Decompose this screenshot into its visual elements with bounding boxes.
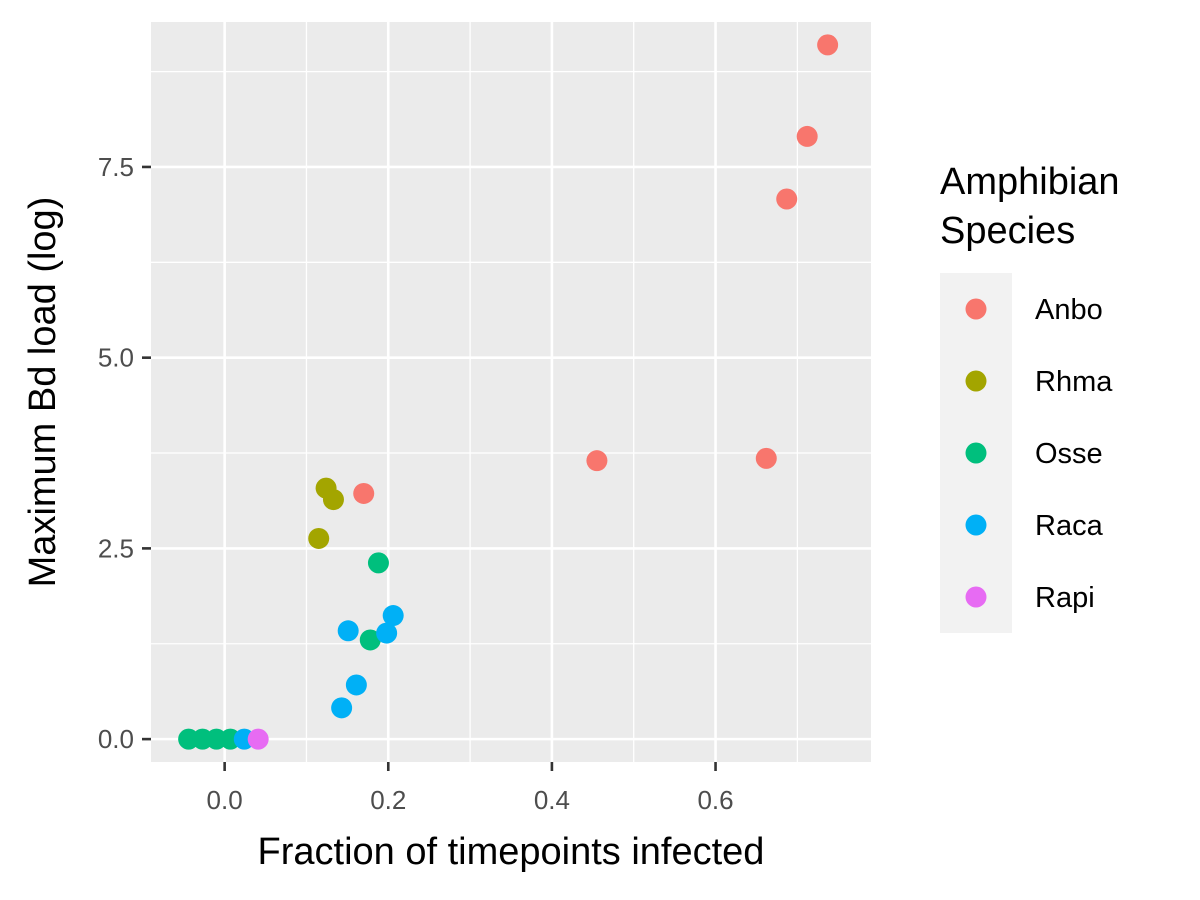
legend: Amphibian Species Anbo Rhma Osse Raca Rapi [940, 161, 1120, 633]
point-rhma [322, 489, 344, 511]
x-axis-title: Fraction of timepoints infected [258, 831, 765, 873]
y-tick-label: 0.0 [98, 724, 134, 754]
point-raca [331, 697, 353, 719]
legend-label-osse: Osse [1035, 438, 1103, 470]
point-anbo [776, 188, 798, 210]
y-axis-title: Maximum Bd load (log) [22, 197, 64, 588]
point-anbo [817, 34, 839, 56]
x-axis: 0.0 0.2 0.4 0.6 [207, 762, 734, 815]
point-raca [376, 622, 398, 644]
point-raca [382, 605, 404, 627]
legend-label-rhma: Rhma [1035, 366, 1113, 398]
point-anbo [353, 482, 375, 504]
y-tick-label: 5.0 [98, 343, 134, 373]
legend-items: Anbo Rhma Osse Raca Rapi [965, 294, 1113, 614]
point-osse [359, 629, 381, 651]
legend-key-rapi [965, 586, 987, 608]
minor-gridlines [151, 22, 871, 762]
legend-title-line-2: Species [940, 210, 1075, 252]
y-axis: 0.0 2.5 5.0 7.5 [98, 152, 151, 754]
x-tick-label: 0.2 [370, 785, 406, 815]
point-rhma [308, 527, 330, 549]
point-anbo [586, 450, 608, 472]
legend-label-rapi: Rapi [1035, 582, 1095, 614]
x-tick-label: 0.0 [207, 785, 243, 815]
point-anbo [796, 125, 818, 147]
data-points [178, 34, 839, 750]
point-raca [345, 674, 367, 696]
plot-panel [151, 22, 871, 762]
legend-key-raca [965, 514, 987, 536]
y-tick-label: 2.5 [98, 533, 134, 563]
legend-key-osse [965, 442, 987, 464]
x-tick-label: 0.4 [534, 785, 570, 815]
point-anbo [755, 447, 777, 469]
legend-label-anbo: Anbo [1035, 294, 1103, 326]
y-tick-label: 7.5 [98, 152, 134, 182]
legend-key-rhma [965, 370, 987, 392]
legend-label-raca: Raca [1035, 510, 1104, 542]
point-osse [367, 552, 389, 574]
legend-key-anbo [965, 298, 987, 320]
point-raca [337, 620, 359, 642]
legend-title-line-1: Amphibian [940, 161, 1120, 203]
x-tick-label: 0.6 [697, 785, 733, 815]
point-rapi [247, 728, 269, 750]
